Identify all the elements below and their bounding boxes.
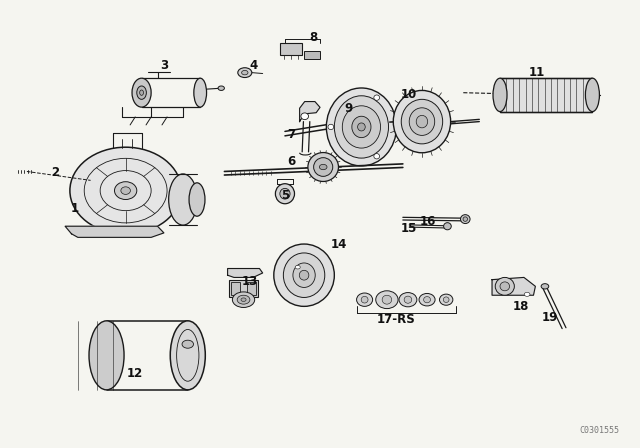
Text: 15: 15	[401, 222, 417, 235]
Ellipse shape	[189, 183, 205, 216]
Ellipse shape	[586, 78, 600, 112]
Polygon shape	[65, 226, 164, 237]
Text: 9: 9	[344, 102, 353, 115]
Ellipse shape	[238, 68, 252, 78]
Ellipse shape	[500, 282, 509, 291]
Text: 10: 10	[401, 88, 417, 101]
Text: 16: 16	[420, 215, 436, 228]
Ellipse shape	[358, 123, 365, 131]
Ellipse shape	[409, 108, 435, 135]
Ellipse shape	[70, 147, 181, 234]
Ellipse shape	[328, 124, 333, 129]
Ellipse shape	[237, 295, 250, 304]
Ellipse shape	[132, 78, 151, 107]
Ellipse shape	[334, 96, 388, 158]
Ellipse shape	[170, 321, 205, 390]
Ellipse shape	[232, 292, 255, 307]
Text: 2: 2	[51, 166, 60, 179]
Ellipse shape	[399, 293, 417, 307]
Ellipse shape	[308, 152, 339, 181]
Text: 17-RS: 17-RS	[377, 313, 416, 326]
Ellipse shape	[376, 291, 398, 309]
Ellipse shape	[275, 184, 294, 204]
Ellipse shape	[300, 270, 309, 280]
Text: 1: 1	[70, 202, 79, 215]
Ellipse shape	[194, 78, 207, 107]
Ellipse shape	[137, 86, 147, 99]
Text: 3: 3	[160, 60, 168, 73]
Text: 11: 11	[529, 66, 545, 79]
Polygon shape	[492, 277, 536, 295]
Ellipse shape	[419, 293, 435, 306]
Ellipse shape	[440, 294, 453, 305]
Text: 5: 5	[281, 189, 289, 202]
Ellipse shape	[274, 244, 334, 306]
Ellipse shape	[280, 188, 290, 199]
Text: C0301555: C0301555	[579, 426, 620, 435]
Ellipse shape	[361, 296, 368, 303]
Text: 19: 19	[541, 311, 557, 324]
Bar	[247, 282, 256, 295]
Bar	[305, 51, 320, 59]
Ellipse shape	[461, 215, 470, 224]
Ellipse shape	[382, 295, 392, 304]
Ellipse shape	[352, 116, 371, 138]
Ellipse shape	[541, 284, 548, 289]
Text: 18: 18	[513, 300, 529, 313]
Ellipse shape	[140, 90, 143, 95]
Ellipse shape	[301, 113, 308, 120]
Ellipse shape	[121, 187, 131, 194]
Bar	[229, 280, 258, 297]
Ellipse shape	[444, 297, 449, 302]
Text: 4: 4	[249, 60, 257, 73]
Ellipse shape	[314, 158, 333, 177]
Polygon shape	[300, 102, 320, 121]
Ellipse shape	[394, 90, 451, 153]
Ellipse shape	[115, 182, 137, 199]
Text: 12: 12	[127, 366, 143, 379]
Text: 8: 8	[310, 30, 317, 43]
Text: 13: 13	[242, 276, 258, 289]
Ellipse shape	[284, 253, 324, 297]
Ellipse shape	[182, 340, 193, 348]
Ellipse shape	[404, 296, 412, 303]
Ellipse shape	[356, 293, 372, 306]
Ellipse shape	[169, 174, 197, 225]
Ellipse shape	[416, 116, 428, 128]
Ellipse shape	[293, 263, 316, 288]
Ellipse shape	[495, 277, 515, 295]
Ellipse shape	[319, 164, 327, 170]
Bar	[231, 282, 240, 295]
Text: 7: 7	[287, 129, 296, 142]
Bar	[280, 43, 303, 55]
Ellipse shape	[463, 217, 467, 221]
Ellipse shape	[524, 293, 530, 296]
Ellipse shape	[424, 297, 431, 303]
Ellipse shape	[374, 154, 380, 159]
Bar	[500, 78, 593, 112]
Ellipse shape	[401, 99, 443, 144]
Polygon shape	[228, 268, 262, 277]
Text: 14: 14	[331, 237, 348, 250]
Ellipse shape	[374, 95, 380, 100]
Ellipse shape	[218, 86, 225, 90]
Ellipse shape	[295, 265, 300, 269]
Ellipse shape	[89, 321, 124, 390]
Ellipse shape	[241, 298, 246, 302]
Ellipse shape	[444, 223, 451, 230]
Ellipse shape	[493, 78, 507, 112]
Ellipse shape	[326, 88, 396, 166]
Text: 6: 6	[287, 155, 296, 168]
Ellipse shape	[342, 106, 381, 148]
Ellipse shape	[242, 70, 248, 75]
